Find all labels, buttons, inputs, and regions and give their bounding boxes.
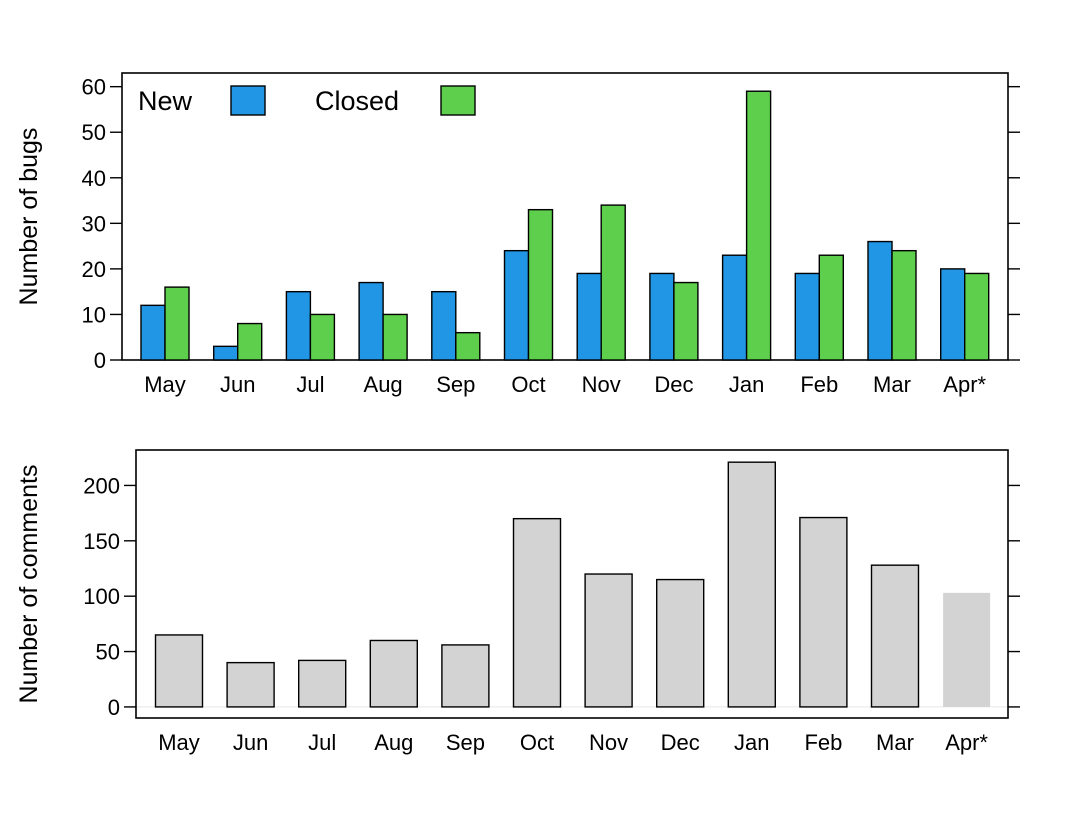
chart-1-xlabel-may: May: [158, 730, 200, 755]
bar-comments-jan: [727, 461, 776, 708]
bar-new-jun: [212, 345, 239, 361]
chart-0-ytick-label-4: 40: [82, 166, 106, 191]
bar-new-sep: [431, 290, 457, 361]
bugs-chart-panel: 0 10 20 30 40 50 60 Number of bugs May Jun Jul Aug S…: [15, 72, 1020, 397]
chart-1-xlabel-aug: Aug: [374, 730, 413, 755]
bar-comments-aug: [369, 639, 418, 708]
chart-1-frame: [135, 449, 1009, 719]
chart-0-ylabel: Number of bugs: [15, 128, 43, 306]
bar-closed-jun: [236, 322, 263, 361]
bar-new-jul: [285, 290, 312, 361]
bar-closed-jul: [309, 313, 336, 361]
bar-new-oct: [503, 249, 530, 361]
chart-0-xlabel-jun: Jun: [220, 372, 255, 397]
chart-0-xlabel-dec: Dec: [654, 372, 693, 397]
chart-1-ytick-label-1: 50: [96, 640, 120, 665]
bar-comments-nov: [584, 573, 633, 708]
chart-0-xlabel-feb: Feb: [800, 372, 838, 397]
bar-closed-mar: [891, 249, 917, 361]
chart-1-xlabel-sep: Sep: [446, 730, 485, 755]
chart-1-xlabel-mar: Mar: [876, 730, 914, 755]
bar-closed-apr: [964, 272, 990, 361]
legend-label-closed: Closed: [315, 86, 399, 116]
bar-closed-oct: [527, 208, 554, 361]
legend-label-new: New: [138, 86, 193, 116]
bar-new-feb: [794, 272, 820, 361]
chart-1-xlabel-dec: Dec: [661, 730, 700, 755]
chart-0-xlabel-mar: Mar: [873, 372, 911, 397]
bar-comments-oct: [512, 517, 562, 708]
chart-0-ytick-label-2: 20: [82, 257, 106, 282]
bar-comments-mar: [870, 564, 920, 708]
comments-chart-panel: 0 50 100 150 200 Number of comments May Jun Jul A…: [15, 449, 1020, 755]
chart-0-xlabel-jul: Jul: [296, 372, 324, 397]
legend-swatch-closed: [440, 85, 476, 116]
bar-new-apr: [940, 268, 966, 361]
chart-0-xlabel-sep: Sep: [436, 372, 475, 397]
bar-closed-may: [164, 286, 190, 361]
chart-1-ytick-label-4: 200: [83, 473, 120, 498]
bar-new-mar: [867, 240, 893, 361]
bar-new-jan: [721, 254, 748, 361]
bar-closed-sep: [455, 331, 481, 361]
chart-1-ytick-label-2: 100: [83, 584, 120, 609]
chart-0-ytick-label-3: 30: [82, 211, 106, 236]
bar-new-may: [140, 304, 166, 361]
chart-0-xlabel-may: May: [144, 372, 186, 397]
chart-1-xlabel-jun: Jun: [233, 730, 268, 755]
legend-swatch-new: [230, 85, 266, 116]
chart-1-xlabel-jul: Jul: [308, 730, 336, 755]
chart-1-xlabel-feb: Feb: [804, 730, 842, 755]
chart-1-xlabel-nov: Nov: [589, 730, 628, 755]
bar-comments-dec: [656, 578, 705, 708]
chart-1-ytick-label-0: 0: [108, 695, 120, 720]
bar-new-dec: [649, 272, 675, 361]
bar-closed-feb: [818, 254, 844, 361]
bar-comments-apr: [943, 592, 991, 707]
chart-1-xlabel-apr: Apr*: [945, 730, 988, 755]
bar-new-aug: [358, 281, 384, 361]
chart-0-ytick-label-6: 60: [82, 75, 106, 100]
chart-0-xlabel-aug: Aug: [364, 372, 403, 397]
bar-closed-nov: [600, 204, 626, 361]
chart-0-ytick-label-5: 50: [82, 120, 106, 145]
chart-0-frame: [121, 72, 1009, 361]
chart-0-xlabel-nov: Nov: [582, 372, 621, 397]
chart-0-xlabel-apr: Apr*: [943, 372, 986, 397]
chart-0-xlabel-oct: Oct: [511, 372, 545, 397]
bar-closed-dec: [673, 281, 699, 361]
chart-1-xlabel-oct: Oct: [520, 730, 554, 755]
chart-1-ytick-label-3: 150: [83, 529, 120, 554]
bar-comments-jun: [226, 661, 275, 708]
bar-comments-feb: [799, 516, 848, 708]
chart-1-xlabel-jan: Jan: [734, 730, 769, 755]
bar-closed-jan: [745, 90, 772, 361]
chart-0-ytick-label-0: 0: [94, 348, 106, 373]
bar-comments-sep: [441, 644, 490, 708]
chart-0-xlabel-jan: Jan: [729, 372, 764, 397]
bar-comments-jul: [298, 659, 347, 708]
bar-closed-aug: [382, 313, 408, 361]
bar-new-nov: [576, 272, 602, 361]
chart-1-ylabel: Number of comments: [15, 465, 43, 704]
chart-0-ytick-label-1: 10: [82, 302, 106, 327]
bar-comments-may: [154, 634, 204, 708]
